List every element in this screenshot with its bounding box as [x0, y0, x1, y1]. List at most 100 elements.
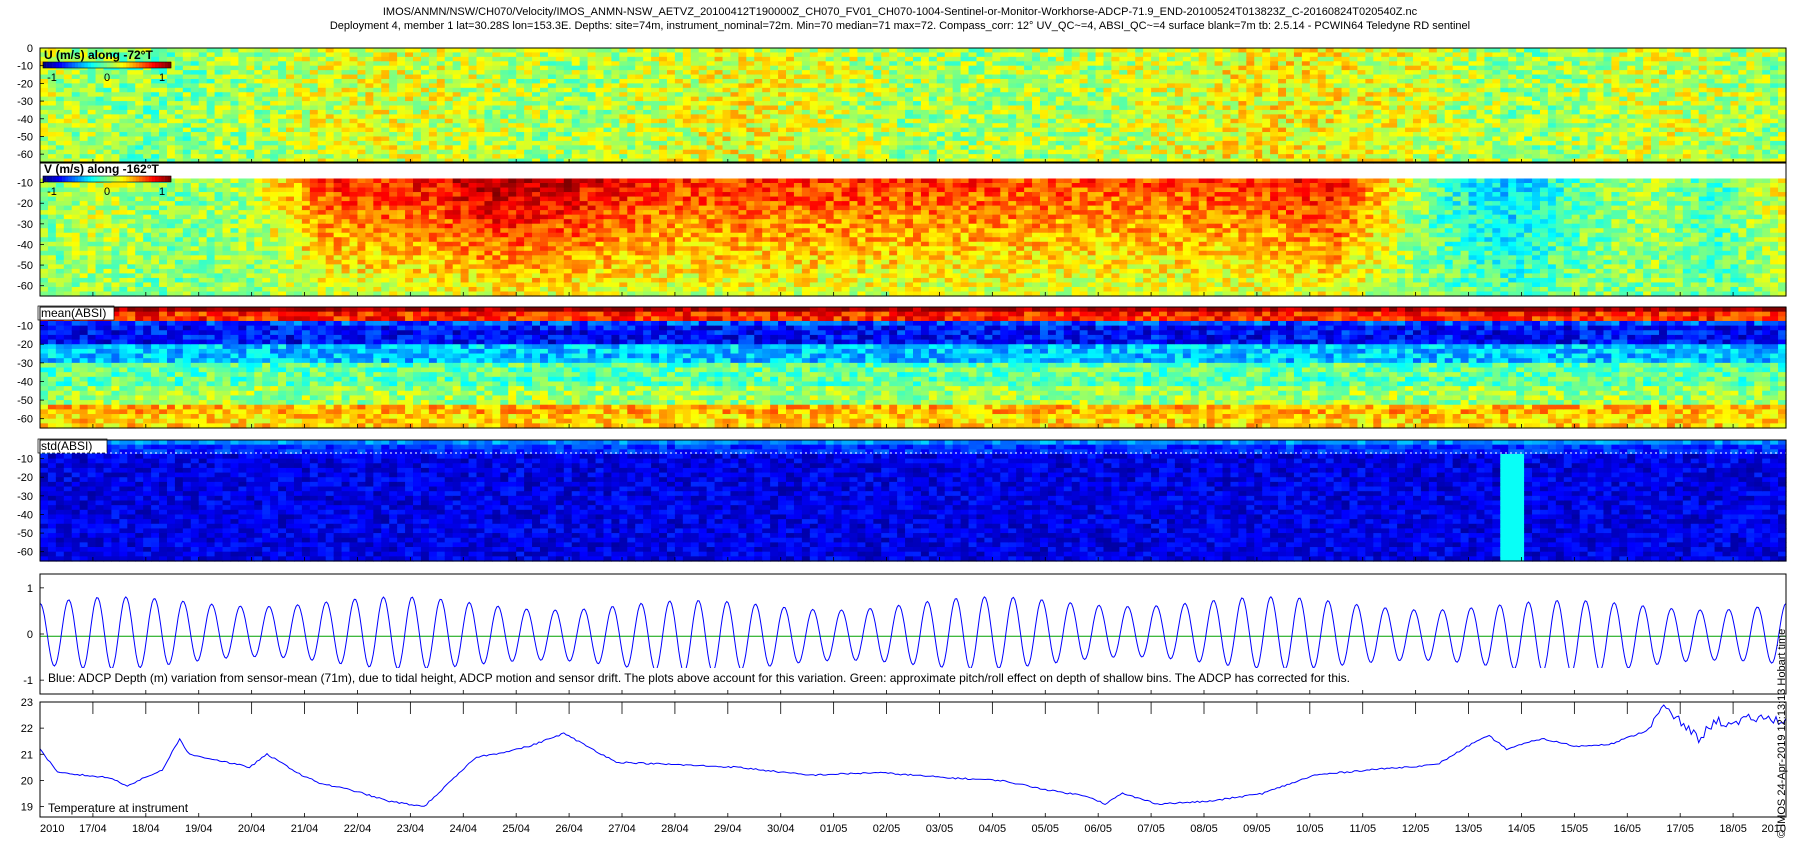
x-tick-label: 20/04	[238, 823, 266, 835]
x-tick-label: 11/05	[1349, 823, 1376, 835]
credit-text: © IMOS 24-Apr-2019 12:13:13 Hobart time	[1776, 629, 1788, 838]
y-tick-label: -40	[17, 114, 33, 126]
x-tick-label: 18/04	[132, 823, 160, 835]
x-tick-label: 29/04	[714, 823, 742, 835]
y-axis: -10 -20 -30 -40 -50 -60	[17, 321, 44, 426]
colorbar-tick-label: -1	[47, 186, 57, 198]
temperature-series	[39, 704, 1787, 807]
y-tick-label: 21	[21, 749, 33, 761]
x-tick-label: 2010	[40, 823, 64, 835]
panel-depth: Blue: ADCP Depth (m) variation from sens…	[23, 573, 1787, 695]
x-tick-label: 21/04	[291, 823, 319, 835]
y-tick-label: -20	[17, 198, 33, 210]
y-axis: 23 22 21 20 19	[21, 697, 44, 814]
y-tick-label: -20	[17, 78, 33, 90]
x-tick-label: 24/04	[450, 823, 478, 835]
colorbar-tick-label: 1	[159, 72, 165, 84]
y-tick-label: 1	[27, 583, 33, 595]
y-tick-label: -50	[17, 131, 33, 143]
y-tick-label: -40	[17, 509, 33, 521]
y-tick-label: 22	[21, 723, 33, 735]
annotation-text: Blue: ADCP Depth (m) variation from sens…	[48, 671, 1350, 685]
y-tick-label: -40	[17, 376, 33, 388]
colorbar-tick-label: 1	[159, 186, 165, 198]
x-tick-label: 06/05	[1084, 823, 1112, 835]
x-tick-label: 15/05	[1561, 823, 1589, 835]
y-tick-label: -50	[17, 260, 33, 272]
y-tick-label: -10	[17, 61, 33, 73]
depth-series	[39, 596, 1787, 673]
x-tick-label: 05/05	[1032, 823, 1060, 835]
x-tick-label: 28/04	[661, 823, 689, 835]
x-tick-label: 08/05	[1190, 823, 1218, 835]
panel-frame	[39, 161, 1787, 297]
panel-title: mean(ABSI)	[41, 306, 106, 320]
y-axis: 0 -10 -20 -30 -40 -50 -60	[17, 43, 44, 161]
panel-v: V (m/s) along -162°T-1 0 1-10-20-30-40-50-…	[17, 161, 1787, 297]
x-tick-label: 19/04	[185, 823, 213, 835]
y-tick-label: -30	[17, 219, 33, 231]
x-tick-label: 14/05	[1508, 823, 1536, 835]
x-tick-label: 09/05	[1243, 823, 1271, 835]
y-tick-label: 0	[27, 43, 33, 55]
y-axis: -10 -20 -30 -40 -50 -60	[17, 178, 44, 293]
y-tick-label: -10	[17, 454, 33, 466]
panel-u: U (m/s) along -72°T-1 0 10-10-20-30-40-50-…	[17, 43, 1787, 164]
x-tick-label: 07/05	[1137, 823, 1165, 835]
x-tick-label: 01/05	[820, 823, 848, 835]
colorbar-tick-label: -1	[47, 72, 57, 84]
x-tick-label: 26/04	[555, 823, 583, 835]
x-tick-label: 27/04	[608, 823, 636, 835]
y-tick-label: 0	[27, 629, 33, 641]
file-title: IMOS/ANMN/NSW/CH070/Velocity/IMOS_ANMN-N…	[0, 6, 1800, 19]
y-tick-label: -20	[17, 472, 33, 484]
panel-temp: Temperature at instrument 23 22 21 20 19	[21, 697, 1787, 818]
x-tick-label: 16/05	[1614, 823, 1642, 835]
colorbar: -1 0 1	[42, 61, 172, 84]
panel-title: V (m/s) along -162°T	[44, 162, 159, 176]
y-tick-label: 20	[21, 775, 33, 787]
x-tick-label: 02/05	[873, 823, 901, 835]
y-tick-label: -60	[17, 547, 33, 559]
title-box	[37, 438, 108, 454]
y-tick-label: -1	[23, 675, 33, 687]
x-tick-label: 2010	[1762, 823, 1786, 835]
x-tick-label: 13/05	[1455, 823, 1483, 835]
y-tick-label: 19	[21, 802, 33, 814]
y-tick-label: -50	[17, 395, 33, 407]
panel-title: U (m/s) along -72°T	[44, 48, 153, 62]
y-tick-label: 23	[21, 697, 33, 709]
x-tick-label: 10/05	[1296, 823, 1324, 835]
x-tick-label: 03/05	[926, 823, 954, 835]
colorbar-tick-label: 0	[104, 186, 110, 198]
panel-frame	[39, 306, 1787, 429]
x-tick-label: 12/05	[1402, 823, 1430, 835]
y-tick-label: -10	[17, 178, 33, 190]
x-tick-label: 17/05	[1666, 823, 1694, 835]
y-tick-label: -60	[17, 281, 33, 293]
y-tick-label: -60	[17, 414, 33, 426]
y-tick-label: -10	[17, 321, 33, 333]
title-box	[37, 305, 115, 321]
panel-frame	[39, 47, 1787, 164]
panel-frame	[39, 701, 1787, 818]
y-tick-label: -60	[17, 149, 33, 161]
x-tick-label: 17/04	[79, 823, 107, 835]
temperature-label: Temperature at instrument	[48, 801, 189, 815]
heatmap-u-cells	[40, 48, 1787, 164]
x-tick-label: 30/04	[767, 823, 795, 835]
x-tick-label: 23/04	[397, 823, 425, 835]
panel-mean: mean(ABSI) -10 -20 -30 -40 -50 -60	[17, 305, 1787, 429]
panel-title: std(ABSI)	[41, 439, 92, 453]
x-tick-label: 18/05	[1719, 823, 1747, 835]
annotation-bg	[40, 668, 1786, 688]
x-tick-label: 04/05	[979, 823, 1007, 835]
y-tick-label: -20	[17, 339, 33, 351]
heatmap-std-cells	[40, 440, 1787, 562]
deployment-info: Deployment 4, member 1 lat=30.28S lon=15…	[0, 20, 1800, 33]
heatmap-v-cells	[40, 178, 1787, 297]
heatmap-mean-cells	[40, 307, 1787, 429]
y-tick-label: -40	[17, 239, 33, 251]
x-tick-label: 25/04	[502, 823, 530, 835]
